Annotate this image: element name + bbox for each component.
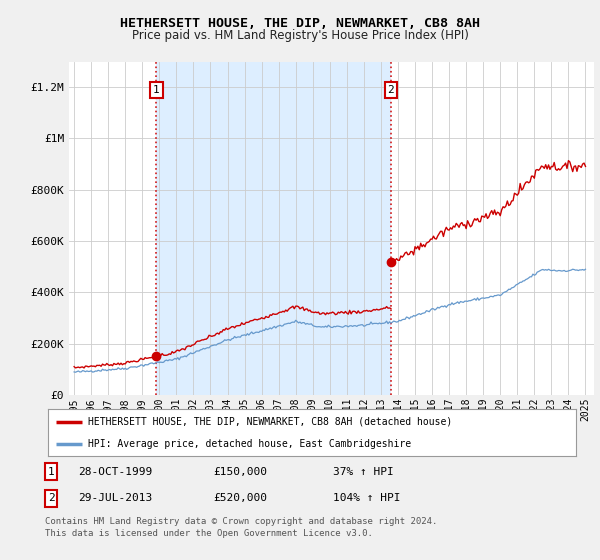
Text: 2: 2	[47, 493, 55, 503]
Text: 2: 2	[388, 85, 394, 95]
Text: 37% ↑ HPI: 37% ↑ HPI	[333, 466, 394, 477]
Text: 29-JUL-2013: 29-JUL-2013	[78, 493, 152, 503]
Text: 104% ↑ HPI: 104% ↑ HPI	[333, 493, 401, 503]
Bar	[157, 62, 391, 395]
Text: HPI: Average price, detached house, East Cambridgeshire: HPI: Average price, detached house, East…	[88, 438, 411, 449]
Text: HETHERSETT HOUSE, THE DIP, NEWMARKET, CB8 8AH (detached house): HETHERSETT HOUSE, THE DIP, NEWMARKET, CB…	[88, 417, 452, 427]
Text: Contains HM Land Registry data © Crown copyright and database right 2024.: Contains HM Land Registry data © Crown c…	[45, 517, 437, 526]
Text: £520,000: £520,000	[213, 493, 267, 503]
Text: 28-OCT-1999: 28-OCT-1999	[78, 466, 152, 477]
Text: Price paid vs. HM Land Registry's House Price Index (HPI): Price paid vs. HM Land Registry's House …	[131, 29, 469, 42]
Text: 1: 1	[153, 85, 160, 95]
Text: HETHERSETT HOUSE, THE DIP, NEWMARKET, CB8 8AH: HETHERSETT HOUSE, THE DIP, NEWMARKET, CB…	[120, 17, 480, 30]
Text: £150,000: £150,000	[213, 466, 267, 477]
Text: This data is licensed under the Open Government Licence v3.0.: This data is licensed under the Open Gov…	[45, 529, 373, 538]
Text: 1: 1	[47, 466, 55, 477]
